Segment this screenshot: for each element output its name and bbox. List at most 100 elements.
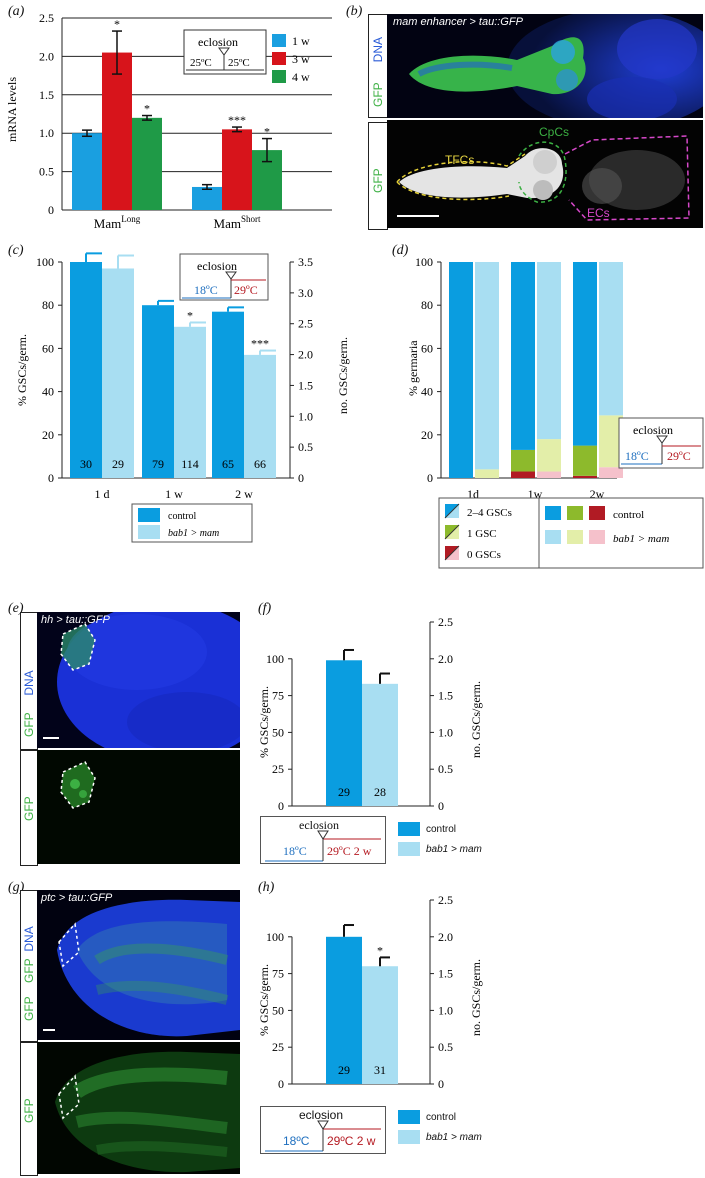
y-right-tick-label: 1.0 [438,1003,453,1017]
panel-label-d: (d) [392,243,409,258]
legend-label: 0 GSCs [467,549,501,561]
legend-swatch [272,70,286,83]
significance-star: * [187,308,193,322]
eclosion-marker-icon [656,435,668,444]
micrograph-g-top: ptc > tau::GFP [37,890,240,1040]
panel-label-c: (c) [8,243,24,258]
bar [212,311,244,478]
stacked-bar-segment [475,469,499,478]
chart-h: 0 25 50 75 100 0 0.5 1.0 1.5 2.0 2.5 % GSCs/germ. no… [257,893,483,1091]
temp-schedule-c [179,253,269,301]
y-tick-label: 25 [272,762,284,776]
n-label: 31 [374,1063,386,1077]
bar [102,52,132,211]
ecs-label: ECs [587,206,610,220]
micrograph-g: GFP GFP DNA ptc > tau::GFP GFP [20,890,240,1176]
legend-item-control: control [398,822,508,836]
stacked-bar-segment [511,262,535,450]
legend-label: bab1 > mam [613,533,669,545]
legend-label: bab1 > mam [168,528,219,539]
y-axis-label: mRNA levels [5,77,19,142]
panel-label-h: (h) [258,880,275,895]
y-tick-label: 40 [42,385,54,399]
y-tick-label: 25 [272,1040,284,1054]
bar [362,683,398,806]
micrograph-b-title: mam enhancer > tau::GFP [393,16,523,28]
dna-label: DNA [22,926,36,952]
bar [70,262,102,478]
y-tick-label: 40 [421,385,433,399]
x-tick-label: 1 d [95,487,110,501]
y-tick-label: 2.0 [39,49,54,63]
y-right-tick-label: 2.0 [438,930,453,944]
panel-label-b: (b) [346,4,363,19]
bar [132,117,162,210]
eclosion-label: eclosion [633,423,673,437]
y-tick-label: 100 [36,255,54,269]
temp-label: 25ºC [228,57,250,69]
n-label: 30 [80,457,92,471]
legend-label: control [613,509,644,521]
y-tick-label: 20 [42,428,54,442]
y-right-tick-label: 0.5 [298,440,313,454]
micrograph-e-top: hh > tau::GFP [37,612,240,748]
dna-label: DNA [22,670,36,696]
y-right-tick-label: 0.5 [438,762,453,776]
legend-swatch [567,530,583,544]
stacked-bar-segment [537,439,561,472]
legend-swatch [138,508,160,522]
y-tick-label: 50 [272,1003,284,1017]
legend-swatch-divider [444,545,460,561]
bar [142,305,174,478]
y-axis-label: % GSCs/germ. [257,964,271,1036]
y-right-tick-label: 0 [298,471,304,485]
legend-swatch [545,506,561,520]
panel-label-a: (a) [8,4,25,19]
stacked-bar-segment [511,471,535,478]
y-right-tick-label: 2.0 [438,652,453,666]
gfp-label: GFP [22,712,36,737]
micrograph-g-bottom-sidebar: GFP [20,1042,38,1176]
significance-star: * [144,102,150,116]
stacked-bar-segment [449,262,473,478]
micrograph-e-top-sidebar: GFP DNA [20,612,38,750]
y-right-tick-label: 1.0 [438,725,453,739]
n-label: 29 [338,785,350,799]
gfp-label: GFP [371,168,385,193]
dna-label: DNA [371,36,385,63]
y-tick-label: 0 [427,471,433,485]
temp-18-label: 18ºC [625,449,649,463]
temp-29-label: 29ºC [667,449,691,463]
micrograph-e-title: hh > tau::GFP [41,614,110,626]
y-tick-label: 100 [266,652,284,666]
y-tick-label: 80 [42,298,54,312]
temp-29-label: 29ºC 2 w [327,844,372,858]
eclosion-marker-icon [225,271,237,280]
micrograph-b-top: mam enhancer > tau::GFP [387,14,703,118]
bar [192,186,222,210]
micrograph-g-title: ptc > tau::GFP [41,892,113,904]
chart-c: 0 20 40 60 80 100 0 0.5 1.0 1.5 2.0 2.5 3.0 3.5 % GSCs… [15,252,350,543]
y-tick-label: 0.5 [39,165,54,179]
stacked-bar-segment [511,449,535,472]
y-right-tick-label: 1.0 [298,409,313,423]
bar [174,326,206,478]
legend-label: 2–4 GSCs [467,507,512,519]
y-tick-label: 75 [272,967,284,981]
temp-29-label: 29ºC [234,283,258,297]
temp-29-label: 29ºC 2 w [327,1134,376,1148]
panel-label-e: (e) [8,601,24,616]
legend-swatch-divider [444,503,460,519]
micrograph-b-bottom-sidebar: GFP [368,122,388,230]
legend-swatch-divider [444,524,460,540]
y-axis-right-label: no. GSCs/germ. [469,681,483,758]
y-tick-label: 80 [421,298,433,312]
y-right-tick-label: 2.5 [438,893,453,907]
gfp-label: GFP [371,82,385,107]
group-label: MamShort [214,214,261,231]
eclosion-label: eclosion [197,259,237,273]
eclosion-label: eclosion [299,1108,344,1122]
temp-label: 25ºC [190,57,212,69]
legend-swatch [589,506,605,520]
